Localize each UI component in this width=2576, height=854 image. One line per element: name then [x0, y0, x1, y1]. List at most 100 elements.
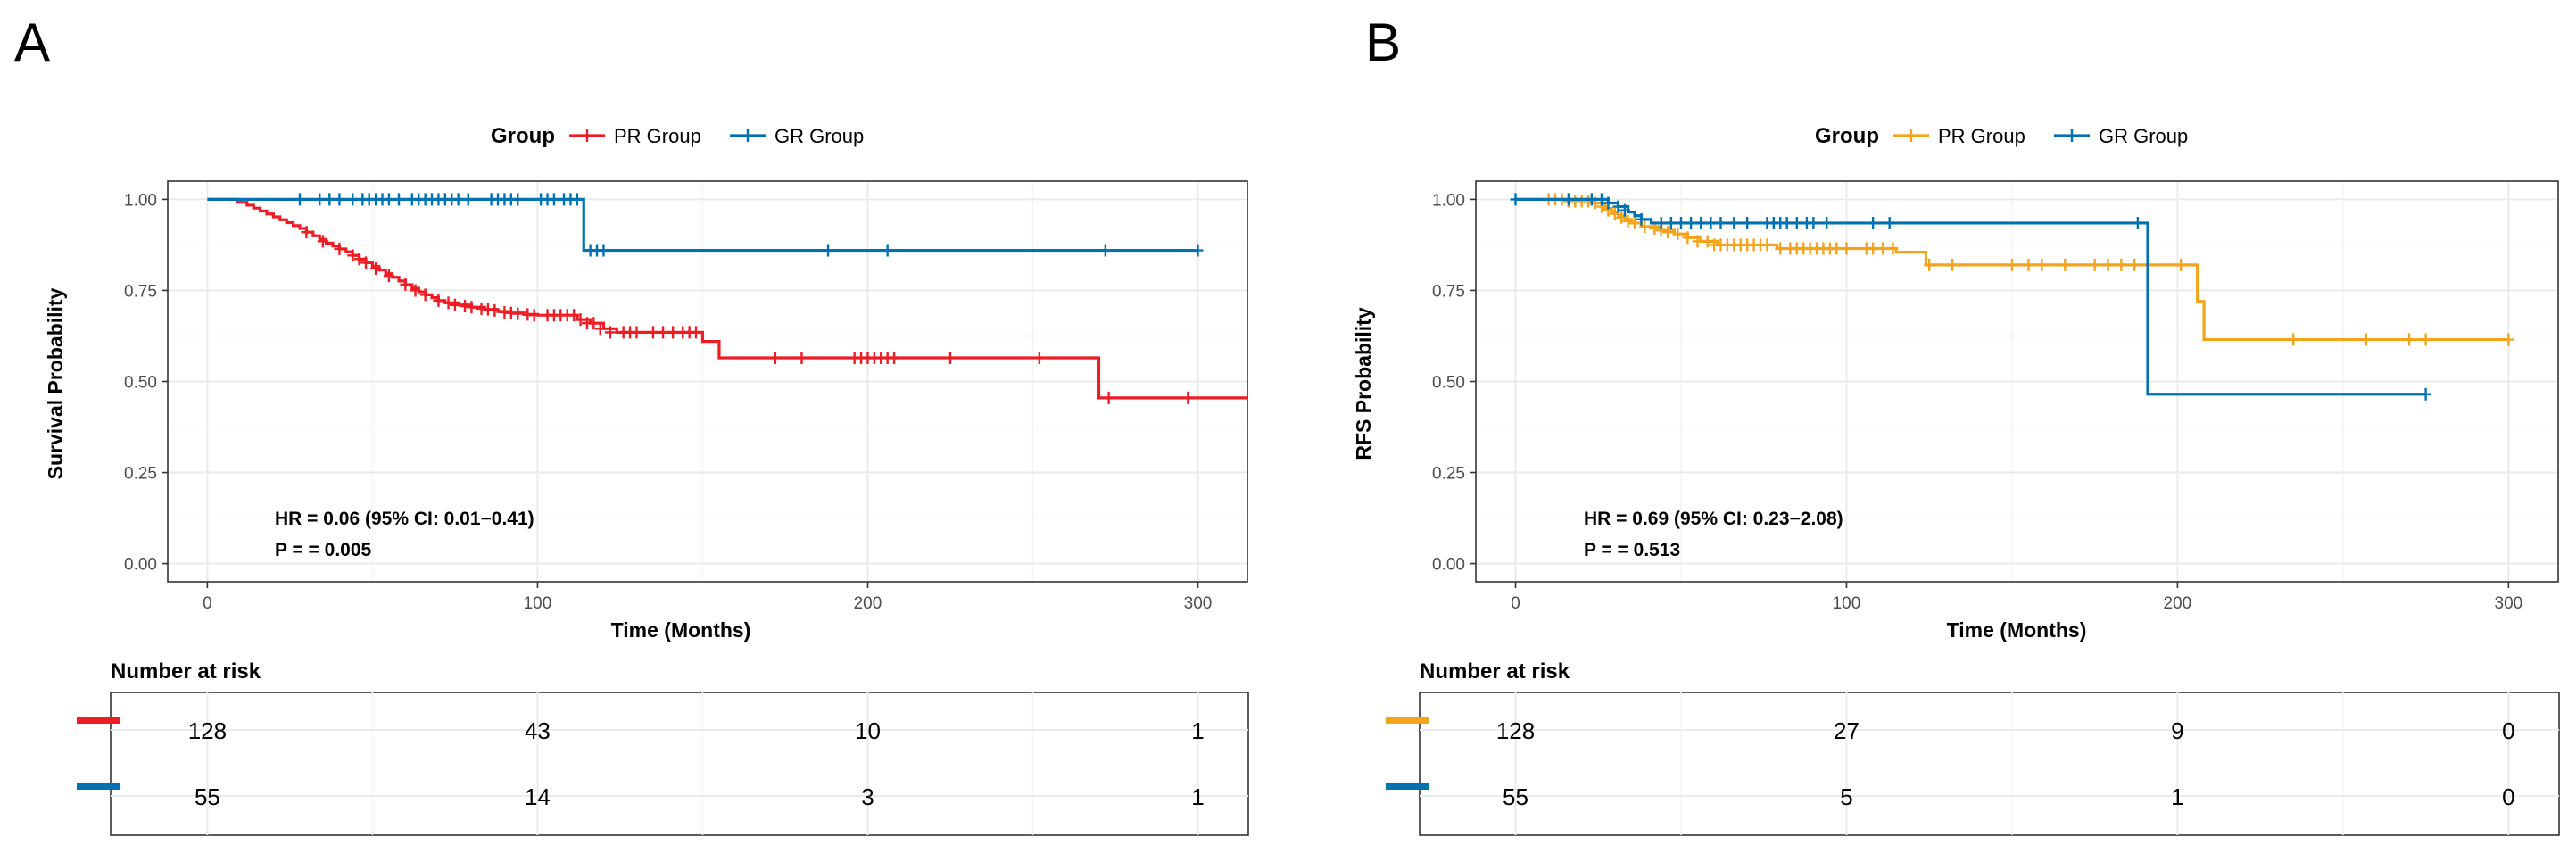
censor-mark [393, 193, 405, 206]
censor-mark [1841, 242, 1852, 255]
risk-count: 1 [1191, 717, 1204, 744]
risk-count: 27 [1834, 717, 1860, 744]
censor-mark [1887, 242, 1899, 255]
p-value-annotation: P = = 0.005 [275, 540, 372, 560]
censor-mark [2116, 258, 2127, 271]
censor-mark [2503, 333, 2514, 346]
censor-mark [1705, 216, 1717, 229]
y-tick-label: 1.00 [124, 191, 157, 210]
censor-mark [1616, 211, 1628, 224]
censor-mark [1686, 216, 1697, 229]
censor-mark [2404, 333, 2415, 346]
risk-count: 5 [1840, 784, 1852, 810]
censor-mark [452, 193, 464, 206]
risk-count: 43 [525, 717, 551, 744]
censor-mark [1695, 216, 1707, 229]
censor-mark [889, 351, 900, 364]
censor-mark [317, 235, 328, 248]
censor-mark [568, 309, 580, 322]
censor-mark [588, 317, 600, 330]
censor-mark [433, 294, 444, 307]
censor-mark [575, 313, 586, 327]
censor-mark [571, 193, 583, 206]
y-tick-label: 0.75 [124, 282, 157, 301]
y-axis-title: Survival Probability [44, 287, 67, 479]
censor-mark [301, 226, 312, 239]
risk-count: 10 [855, 717, 881, 744]
censor-mark [383, 193, 394, 206]
censor-mark [466, 301, 477, 314]
censor-mark [2175, 258, 2187, 271]
censor-mark [482, 303, 493, 316]
censor-mark [370, 261, 382, 275]
risk-count: 55 [1503, 784, 1528, 810]
risk-table: 128 27 9 055 5 1 0 [1386, 692, 2560, 836]
censor-mark [1636, 212, 1647, 226]
x-axis-title: Time (Months) [611, 618, 751, 642]
censor-mark [353, 253, 365, 266]
censor-mark [512, 193, 524, 206]
censor-mark [2129, 258, 2141, 271]
legend-key-marker [582, 129, 592, 142]
censor-mark [1103, 391, 1114, 404]
plot-grid [1476, 181, 2558, 582]
risk-table-border [110, 692, 1249, 836]
censor-mark [882, 244, 893, 257]
censor-mark [512, 307, 524, 320]
x-tick-label: 100 [524, 594, 552, 613]
censor-mark [360, 256, 372, 269]
risk-table: 128 43 10 1 55 14 3 1 [77, 692, 1249, 836]
risk-count: 0 [2502, 717, 2514, 744]
censor-mark [1947, 258, 1959, 271]
y-tick-label: 0.25 [1432, 465, 1465, 484]
censor-mark [1622, 214, 1634, 228]
panel-b: B Group PR Group GR Group 0 100 200 3000.000.… [1352, 12, 2560, 836]
x-tick-label: 200 [854, 594, 882, 613]
censor-mark [658, 326, 669, 339]
censor-mark [1791, 216, 1802, 229]
censor-mark [2288, 333, 2299, 346]
censor-mark [334, 193, 345, 206]
panel-letter: B [1365, 12, 1401, 72]
censor-mark [548, 193, 559, 206]
censor-mark [769, 351, 781, 364]
censor-mark [594, 322, 606, 336]
censor-mark [944, 351, 956, 364]
x-tick-label: 0 [1511, 594, 1520, 613]
censor-mark [2059, 258, 2071, 271]
censor-mark [1192, 244, 1204, 257]
censor-mark [1868, 216, 1879, 229]
censor-mark [383, 269, 394, 283]
y-tick-label: 0.50 [1432, 374, 1465, 393]
censor-mark [2420, 333, 2431, 346]
censor-mark [1609, 207, 1620, 220]
censor-mark [1619, 203, 1630, 217]
hr-annotation: HR = 0.06 (95% CI: 0.01−0.41) [275, 509, 534, 529]
censor-mark [1099, 244, 1111, 257]
censor-mark [1586, 193, 1597, 206]
censor-mark [1831, 242, 1843, 255]
censor-mark [449, 298, 460, 311]
censor-mark [2102, 258, 2114, 271]
y-tick-label: 0.75 [1432, 282, 1465, 301]
censor-mark [2006, 258, 2017, 271]
censor-mark [1884, 216, 1895, 229]
legend-label: GR Group [2099, 125, 2188, 147]
x-tick-label: 300 [2495, 594, 2523, 613]
censor-mark [1612, 200, 1624, 213]
censor-mark [462, 193, 474, 206]
y-tick-label: 1.00 [1432, 191, 1465, 210]
censor-mark [1682, 231, 1694, 245]
censor-mark [460, 300, 471, 313]
censor-mark [400, 278, 411, 291]
censor-mark [1692, 235, 1703, 248]
plot-series [1510, 193, 2514, 401]
legend: Group PR Group GR Group [1815, 124, 2188, 148]
censor-mark [1182, 391, 1194, 404]
censor-mark [443, 296, 454, 310]
y-tick-label: 0.00 [124, 556, 157, 575]
censor-mark [1665, 216, 1677, 229]
y-tick-label: 0.25 [124, 465, 157, 484]
censor-mark [1672, 228, 1684, 241]
